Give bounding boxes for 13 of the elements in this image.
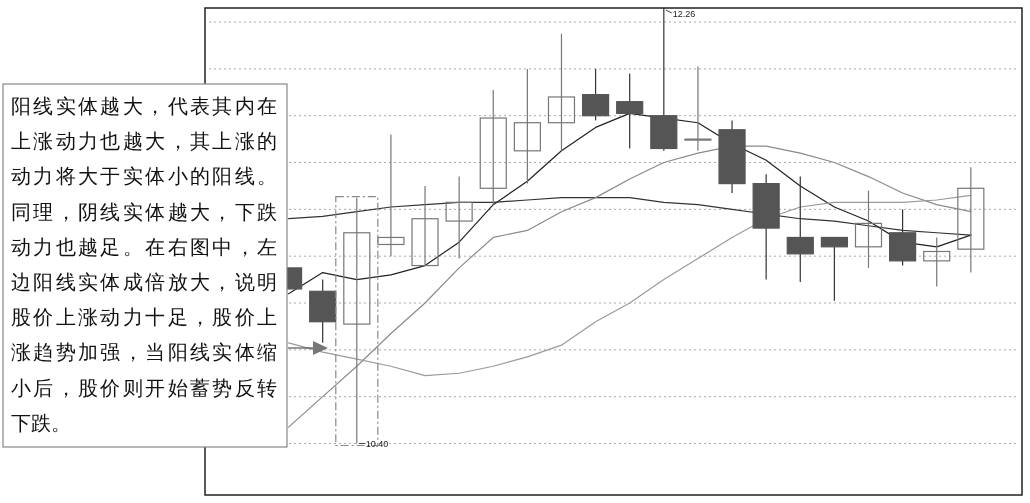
candlestick	[479, 89, 507, 206]
candlestick	[547, 33, 576, 152]
candlestick	[377, 133, 405, 257]
candlestick	[445, 175, 473, 260]
annotation: 10.40	[365, 439, 389, 450]
candlestick	[513, 68, 541, 185]
annotation: 12.26	[672, 9, 696, 19]
candlestick	[923, 236, 951, 288]
candlestick	[957, 166, 985, 274]
candlestick	[854, 190, 883, 269]
candlestick	[684, 65, 712, 152]
text: 阳线实体越大，代表其内在上涨动力也越大，其上涨的动力将大于实体小的阳线。同理，阴线实体越大，下跌动力也越足。在右图中，左边阳线实体成倍放大，说明股价上涨动力十足，股价上涨趋势加强，当阳线实体缩小后，股价则开始蓄势反转下跌。	[11, 95, 277, 435]
candlestick	[411, 185, 439, 267]
